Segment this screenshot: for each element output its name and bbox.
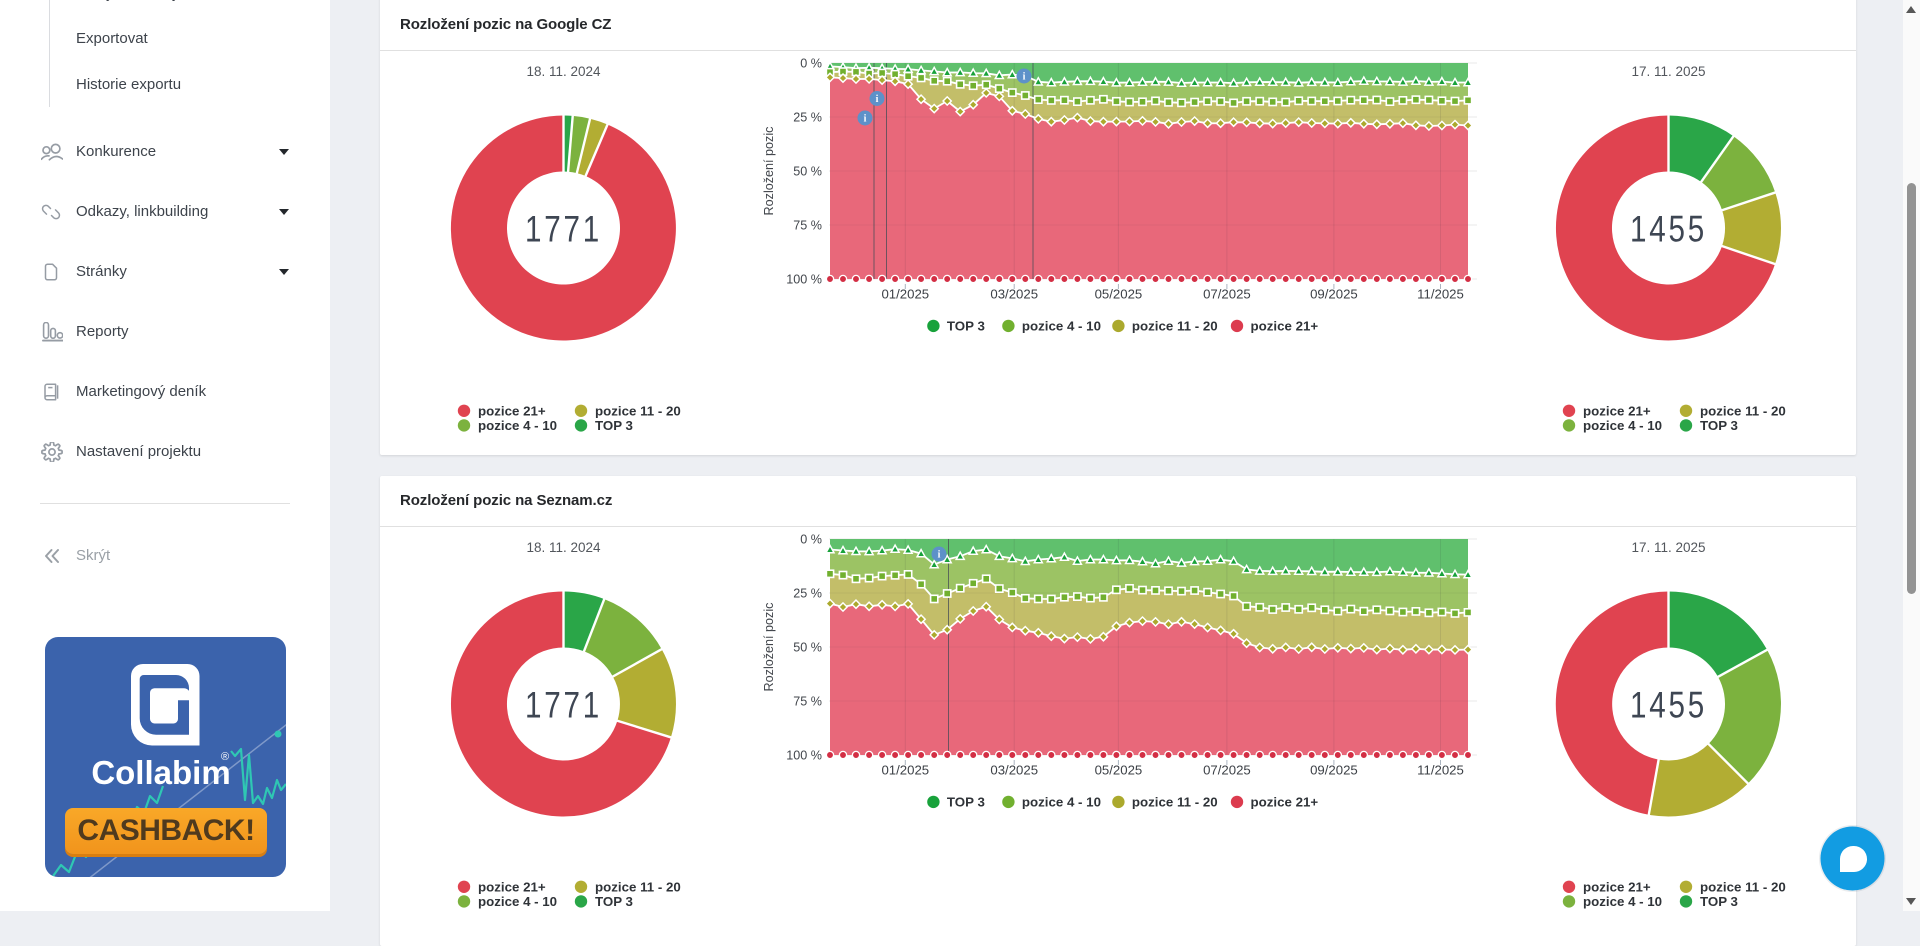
svg-text:®: ®: [221, 751, 229, 763]
svg-text:Collabim: Collabim: [91, 754, 230, 791]
